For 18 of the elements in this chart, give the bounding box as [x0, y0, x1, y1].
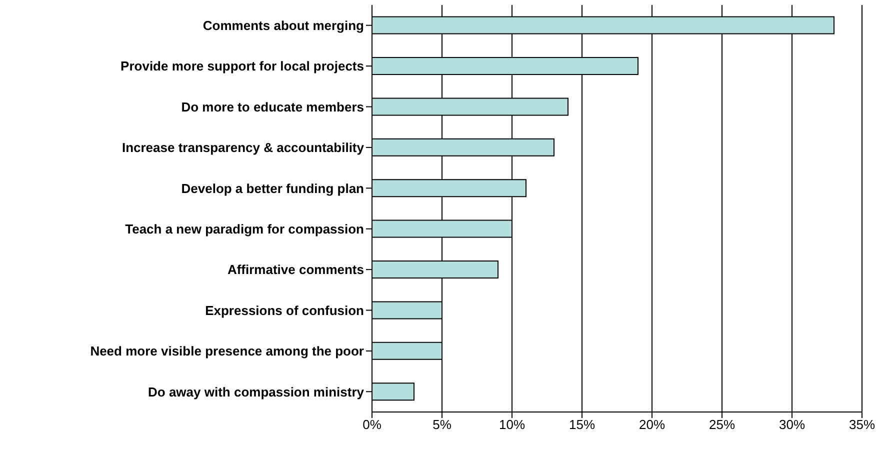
y-tick-label: Provide more support for local projects — [120, 58, 364, 74]
x-tick-label: 30% — [778, 417, 806, 432]
x-tick-label: 15% — [568, 417, 596, 432]
y-tick-label: Do away with compassion ministry — [148, 384, 365, 400]
y-tick-label: Increase transparency & accountability — [122, 140, 365, 156]
x-tick-label: 35% — [848, 417, 876, 432]
x-tick-label: 20% — [638, 417, 666, 432]
y-tick-label: Teach a new paradigm for compassion — [125, 221, 364, 236]
y-tick-label: Affirmative comments — [227, 262, 364, 278]
y-tick-label: Develop a better funding plan — [181, 180, 364, 196]
y-tick-label: Need more visible presence among the poor — [90, 344, 364, 359]
y-tick-label: Do more to educate members — [181, 99, 364, 114]
x-tick-label: 10% — [498, 417, 526, 432]
x-tick-label: 0% — [362, 417, 382, 432]
x-tick-label: 5% — [432, 417, 452, 432]
y-tick-label: Comments about merging — [202, 18, 364, 33]
y-tick-label: Expressions of confusion — [205, 302, 364, 318]
x-tick-label: 25% — [708, 417, 736, 432]
